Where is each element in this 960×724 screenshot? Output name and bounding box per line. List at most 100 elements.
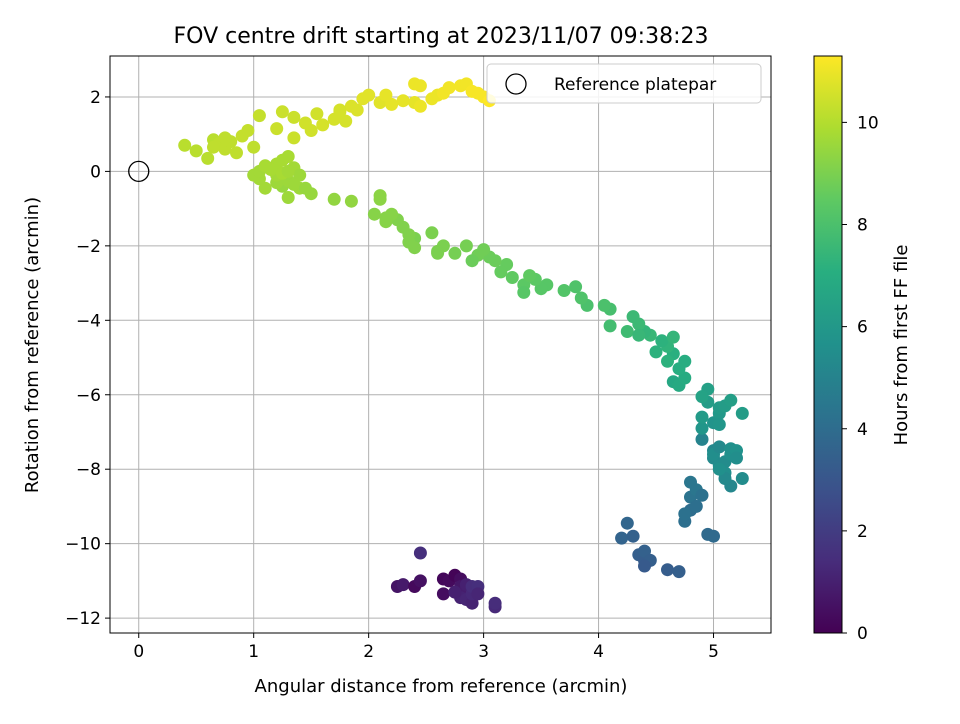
scatter-point — [695, 410, 709, 424]
x-tick-label: 4 — [593, 642, 604, 662]
colorbar-tick-label: 10 — [857, 113, 879, 133]
scatter-point — [661, 563, 674, 577]
scatter-point — [189, 144, 203, 158]
scatter-point — [436, 587, 450, 601]
scatter-point — [488, 596, 502, 610]
y-tick-label: −6 — [76, 386, 101, 406]
scatter-point — [574, 291, 588, 305]
scatter-point — [632, 328, 646, 342]
scatter-point — [385, 97, 399, 111]
x-tick-label: 3 — [478, 642, 489, 662]
scatter-point — [620, 325, 634, 338]
scatter-point — [298, 181, 312, 195]
data-points — [178, 77, 749, 614]
scatter-point — [442, 81, 456, 95]
x-tick-label: 5 — [708, 642, 719, 662]
y-tick-label: −2 — [76, 237, 101, 257]
scatter-point — [523, 269, 537, 283]
scatter-point — [626, 529, 640, 543]
scatter-point — [425, 226, 439, 240]
scatter-point — [252, 109, 266, 123]
y-tick-label: 0 — [90, 162, 101, 182]
scatter-point — [431, 246, 445, 260]
reference-platepar-marker — [128, 160, 150, 183]
scatter-point — [695, 432, 709, 446]
y-tick-label: −10 — [65, 535, 101, 555]
scatter-point — [465, 596, 479, 610]
scatter-point — [569, 280, 583, 294]
legend-marker-icon — [505, 73, 527, 95]
scatter-point — [402, 235, 416, 249]
y-axis-label: Rotation from reference (arcmin) — [22, 197, 43, 493]
x-axis: 0 1 2 3 4 5 — [133, 633, 719, 662]
x-tick-label: 0 — [133, 642, 144, 662]
legend-entry-label: Reference platepar — [554, 75, 716, 95]
colorbar-tick-label: 6 — [857, 318, 868, 338]
scatter-point — [281, 164, 295, 178]
colorbar-label: Hours from first FF file — [891, 245, 912, 446]
scatter-point — [333, 103, 347, 117]
scatter-point — [413, 99, 427, 113]
scatter-point — [712, 418, 726, 431]
scatter-point — [201, 151, 215, 165]
colorbar-tick-label: 2 — [857, 522, 868, 542]
scatter-point — [672, 565, 686, 579]
scatter-point — [287, 131, 301, 145]
scatter-point — [287, 110, 301, 124]
scatter-point — [293, 168, 307, 182]
colorbar-gradient — [813, 55, 843, 634]
scatter-point — [471, 587, 485, 601]
scatter-point — [264, 163, 278, 176]
scatter-point — [712, 440, 726, 454]
y-tick-label: −8 — [76, 460, 101, 480]
y-tick-label: 2 — [90, 88, 101, 108]
scatter-point — [678, 507, 692, 521]
x-axis-label: Angular distance from reference (arcmin) — [255, 676, 628, 697]
scatter-point — [735, 472, 749, 485]
scatter-point — [304, 124, 318, 137]
x-tick-label: 1 — [248, 642, 259, 662]
scatter-point — [281, 191, 295, 204]
scatter-point — [655, 334, 669, 348]
scatter-point — [373, 192, 387, 206]
scatter-point — [362, 88, 376, 102]
scatter-point — [367, 207, 381, 221]
scatter-point — [230, 146, 243, 160]
scatter-point — [241, 124, 255, 137]
scatter-point — [712, 462, 726, 476]
scatter-point — [247, 140, 261, 154]
scatter-point — [678, 371, 692, 385]
colorbar-tick-label: 8 — [857, 216, 868, 236]
colorbar-tick-label: 4 — [857, 420, 868, 440]
reference-marker-layer — [128, 160, 150, 183]
scatter-point — [327, 192, 341, 206]
scatter-point — [287, 177, 301, 191]
colorbar: 0 2 4 6 8 10 Hours from first FF file — [813, 55, 912, 644]
scatter-point — [517, 285, 531, 299]
scatter-point — [413, 574, 427, 588]
scatter-point — [379, 211, 393, 225]
scatter-point — [178, 138, 192, 152]
scatter-point — [661, 354, 674, 368]
scatter-point — [218, 131, 232, 145]
scatter-point — [281, 150, 295, 163]
scatter-point — [413, 546, 427, 560]
scatter-point — [448, 246, 462, 260]
scatter-point — [730, 451, 743, 465]
scatter-point — [310, 107, 324, 121]
scatter-point — [603, 319, 617, 333]
scatter-point — [396, 578, 410, 592]
scatter-point — [620, 516, 634, 530]
scatter-point — [275, 105, 289, 119]
scatter-point — [270, 122, 284, 136]
y-tick-label: −4 — [76, 311, 101, 331]
y-axis: −12 −10 −8 −6 −4 −2 0 2 — [65, 88, 110, 629]
scatter-point — [718, 472, 732, 485]
scatter-point — [448, 585, 462, 599]
scatter-point — [396, 94, 410, 108]
scatter-point — [626, 310, 640, 324]
y-tick-label: −12 — [65, 609, 101, 629]
scatter-point — [316, 118, 330, 132]
scatter-point — [649, 345, 663, 359]
